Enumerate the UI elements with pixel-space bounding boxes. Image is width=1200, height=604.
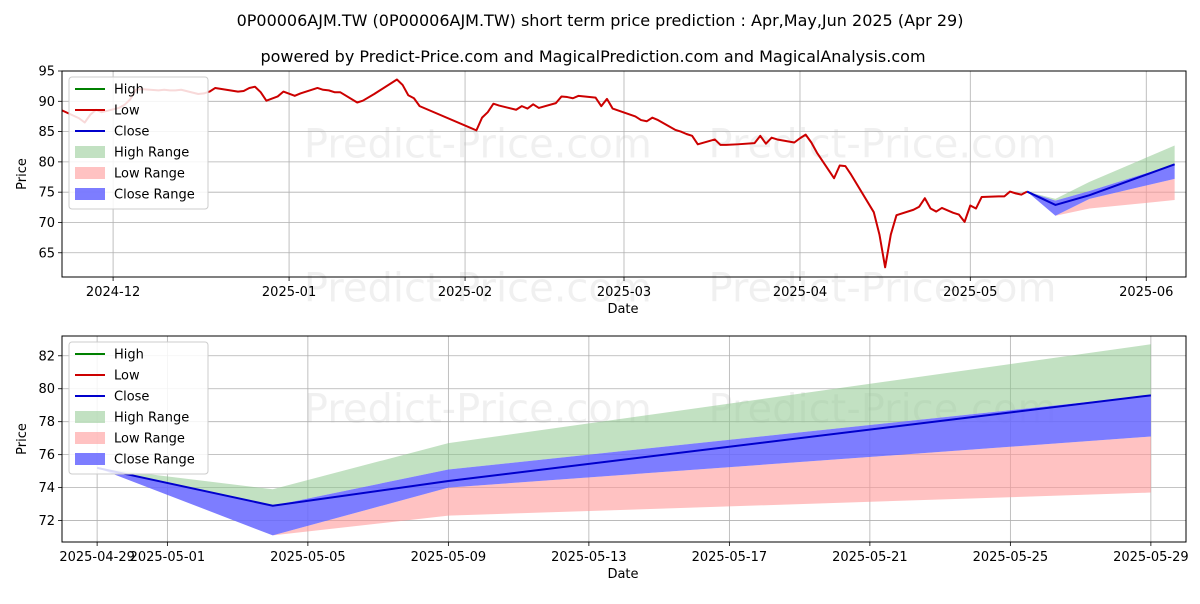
p1-x-tick-label: 2025-05-29 bbox=[1113, 550, 1189, 565]
p0-x-tick-label: 2025-02 bbox=[438, 285, 492, 300]
p0-watermark-text: Predict-Price.com bbox=[709, 122, 1057, 168]
p1-legend-label: Close Range bbox=[114, 453, 195, 468]
p1-y-tick-label: 72 bbox=[38, 514, 55, 529]
p1-y-tick-label: 82 bbox=[38, 349, 55, 364]
p0-x-tick-label: 2025-01 bbox=[262, 285, 316, 300]
p0-legend-label: Low bbox=[114, 104, 140, 119]
p1-x-tick-label: 2025-05-17 bbox=[692, 550, 768, 565]
p1-legend-label: Low bbox=[114, 369, 140, 384]
p1-x-tick-label: 2025-05-13 bbox=[551, 550, 627, 565]
p0-watermark-text: Predict-Price.com bbox=[304, 266, 652, 312]
p1-legend-label: High bbox=[114, 348, 144, 363]
p0-legend-label: High bbox=[114, 83, 144, 98]
p0-y-tick-label: 80 bbox=[38, 155, 55, 170]
p0-y-tick-label: 65 bbox=[38, 246, 55, 261]
p1-legend-swatch bbox=[75, 432, 105, 444]
p0-legend-label: Close Range bbox=[114, 188, 195, 203]
p0-y-axis-label: Price bbox=[15, 158, 30, 190]
p1-legend-label: Close bbox=[114, 390, 149, 405]
p1-plot-frame bbox=[61, 335, 1187, 543]
p1-close-range-band bbox=[97, 395, 1151, 536]
chart-title: 0P00006AJM.TW (0P00006AJM.TW) short term… bbox=[237, 11, 964, 30]
p1-x-tick-label: 2025-05-01 bbox=[130, 550, 206, 565]
p1-y-tick-label: 76 bbox=[38, 448, 55, 463]
p0-legend-label: Close bbox=[114, 125, 149, 140]
p1-low-range-band bbox=[97, 436, 1151, 536]
chart-subtitle: powered by Predict-Price.com and Magical… bbox=[260, 47, 925, 66]
p0-y-tick-label: 75 bbox=[38, 186, 55, 201]
p1-y-tick-label: 78 bbox=[38, 415, 55, 430]
p1-x-axis-label: Date bbox=[607, 567, 638, 582]
p1-x-tick-label: 2025-05-05 bbox=[270, 550, 346, 565]
p0-x-tick-label: 2025-05 bbox=[943, 285, 997, 300]
p1-x-tick-label: 2025-04-29 bbox=[59, 550, 135, 565]
p1-y-tick-label: 80 bbox=[38, 382, 55, 397]
p0-high-range-band bbox=[1027, 145, 1175, 201]
p0-legend-label: Low Range bbox=[114, 167, 185, 182]
p0-y-tick-label: 90 bbox=[38, 95, 55, 110]
p0-x-tick-label: 2024-12 bbox=[86, 285, 140, 300]
p0-y-tick-label: 95 bbox=[38, 65, 55, 80]
p0-plot-frame bbox=[61, 70, 1187, 278]
p0-legend-swatch bbox=[75, 167, 105, 179]
p0-legend-label: High Range bbox=[114, 146, 189, 161]
p1-x-tick-label: 2025-05-09 bbox=[411, 550, 487, 565]
p1-x-tick-label: 2025-05-25 bbox=[973, 550, 1049, 565]
p0-legend-swatch bbox=[75, 188, 105, 200]
p1-high-range-band bbox=[97, 344, 1151, 506]
p1-x-tick-label: 2025-05-21 bbox=[832, 550, 908, 565]
p1-legend-swatch bbox=[75, 411, 105, 423]
p0-x-tick-label: 2025-04 bbox=[773, 285, 827, 300]
top-panel: Predict-Price.com Predict-Price.com Predic… bbox=[15, 65, 1187, 317]
p0-y-tick-label: 85 bbox=[38, 125, 55, 140]
p0-x-axis-label: Date bbox=[607, 302, 638, 317]
p0-watermark-text: Predict-Price.com bbox=[709, 266, 1057, 312]
p1-legend-label: Low Range bbox=[114, 432, 185, 447]
p1-close-forecast-line bbox=[96, 394, 1151, 507]
p0-x-tick-label: 2025-03 bbox=[597, 285, 651, 300]
p0-legend-swatch bbox=[75, 146, 105, 158]
p0-low-range-band bbox=[1027, 178, 1175, 216]
p0-close-forecast-line bbox=[1026, 163, 1175, 206]
p0-x-tick-label: 2025-06 bbox=[1119, 285, 1173, 300]
p1-legend-label: High Range bbox=[114, 411, 189, 426]
p0-low-series-line bbox=[61, 78, 1028, 269]
p0-y-tick-label: 70 bbox=[38, 216, 55, 231]
bottom-panel: Predict-Price.comPredict-Price.com727476… bbox=[15, 335, 1189, 582]
p1-y-axis-label: Price bbox=[15, 423, 30, 455]
p1-y-tick-label: 74 bbox=[38, 481, 55, 496]
p1-legend-swatch bbox=[75, 453, 105, 465]
